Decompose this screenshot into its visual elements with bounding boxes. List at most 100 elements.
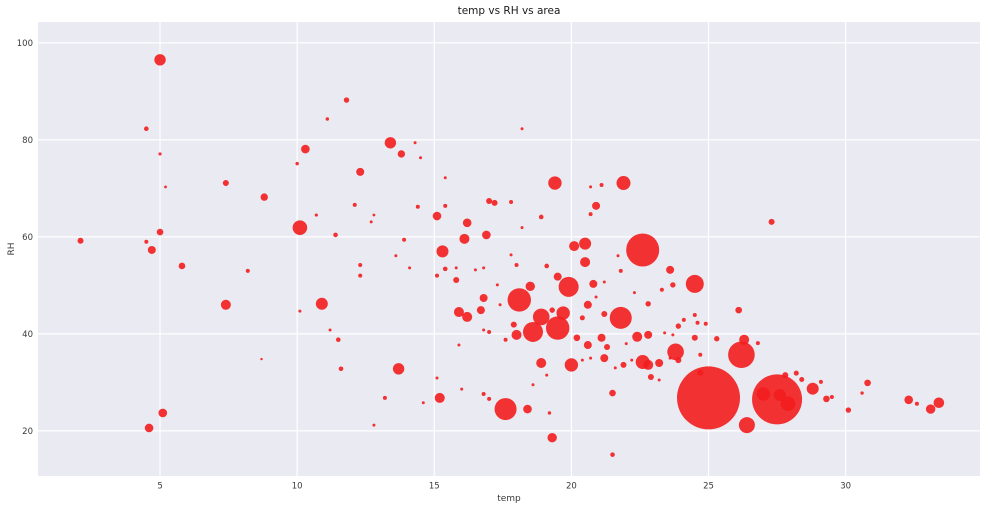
data-point <box>671 333 675 337</box>
data-point <box>498 303 502 307</box>
data-point <box>589 185 593 189</box>
data-point <box>481 392 486 397</box>
data-point <box>668 356 672 360</box>
x-tick-label: 10 <box>292 482 303 492</box>
data-point <box>630 358 634 362</box>
data-point <box>522 321 543 342</box>
data-point <box>402 237 407 242</box>
data-point <box>435 376 439 380</box>
data-point <box>164 185 167 189</box>
data-point <box>443 176 447 180</box>
data-point <box>301 144 310 154</box>
data-point <box>659 287 664 292</box>
data-point <box>494 398 517 421</box>
data-point <box>594 295 598 299</box>
data-point <box>793 370 799 376</box>
data-point <box>315 297 328 310</box>
data-point <box>739 334 750 345</box>
data-point <box>453 277 460 284</box>
data-point <box>328 328 332 332</box>
data-point <box>520 226 524 230</box>
data-point <box>610 452 615 457</box>
data-point <box>260 193 268 201</box>
data-point <box>335 337 341 343</box>
data-point <box>372 423 376 427</box>
data-point <box>292 220 308 235</box>
data-point <box>616 176 631 191</box>
data-point <box>547 432 557 443</box>
data-point <box>473 268 477 272</box>
data-point <box>507 288 531 312</box>
data-point <box>382 395 387 400</box>
data-point <box>369 220 373 224</box>
x-tick-label: 25 <box>703 482 714 492</box>
data-point <box>643 359 654 370</box>
data-point <box>245 268 250 273</box>
data-point <box>222 180 229 187</box>
data-point <box>579 315 585 321</box>
data-point <box>482 230 491 240</box>
chart-title: temp vs RH vs area <box>458 5 561 17</box>
data-point <box>511 329 522 340</box>
data-point <box>487 329 492 334</box>
x-tick-label: 5 <box>157 482 162 492</box>
data-point <box>799 376 805 382</box>
data-point <box>408 266 412 270</box>
data-point <box>220 299 231 310</box>
y-tick-label: 80 <box>22 136 33 146</box>
data-point <box>675 323 682 329</box>
data-point <box>829 394 834 399</box>
data-point <box>695 320 700 325</box>
data-point <box>547 411 552 415</box>
data-point <box>457 343 461 347</box>
data-point <box>538 214 544 220</box>
data-point <box>666 265 675 274</box>
data-point <box>358 263 363 268</box>
data-point <box>298 309 302 313</box>
data-point <box>158 152 162 156</box>
data-point <box>738 417 755 434</box>
y-tick-label: 20 <box>22 427 33 437</box>
data-point <box>144 423 154 433</box>
data-point <box>415 204 420 209</box>
x-tick-label: 20 <box>566 482 577 492</box>
data-point <box>343 97 350 103</box>
data-point <box>314 213 318 217</box>
data-point <box>482 328 486 332</box>
data-point <box>178 262 186 270</box>
data-point <box>442 266 448 272</box>
data-point <box>644 330 653 339</box>
data-point <box>728 341 755 369</box>
data-point <box>933 397 945 409</box>
data-point <box>604 343 611 350</box>
data-point <box>806 382 819 395</box>
data-point <box>479 293 488 302</box>
data-point <box>592 201 601 210</box>
data-point <box>564 358 579 372</box>
data-point <box>460 387 464 391</box>
data-point <box>580 358 584 362</box>
data-point <box>618 268 623 273</box>
y-tick-label: 100 <box>17 39 33 49</box>
data-point <box>583 300 592 309</box>
data-point <box>397 150 406 158</box>
data-point <box>443 203 448 208</box>
data-point <box>503 337 508 342</box>
data-point <box>677 366 741 430</box>
data-point <box>589 356 593 360</box>
data-point <box>818 379 823 384</box>
data-point <box>394 254 398 258</box>
data-point <box>864 379 871 387</box>
plot-layer: 5 10 15 20 25 30 20 40 60 80 100 <box>17 22 980 492</box>
data-point <box>476 306 485 315</box>
data-point <box>531 383 535 387</box>
data-point <box>358 273 363 278</box>
data-point <box>756 387 771 401</box>
data-point <box>453 307 464 318</box>
data-point <box>768 218 775 225</box>
data-point <box>544 263 550 269</box>
data-point <box>158 408 168 418</box>
data-point <box>462 218 472 228</box>
